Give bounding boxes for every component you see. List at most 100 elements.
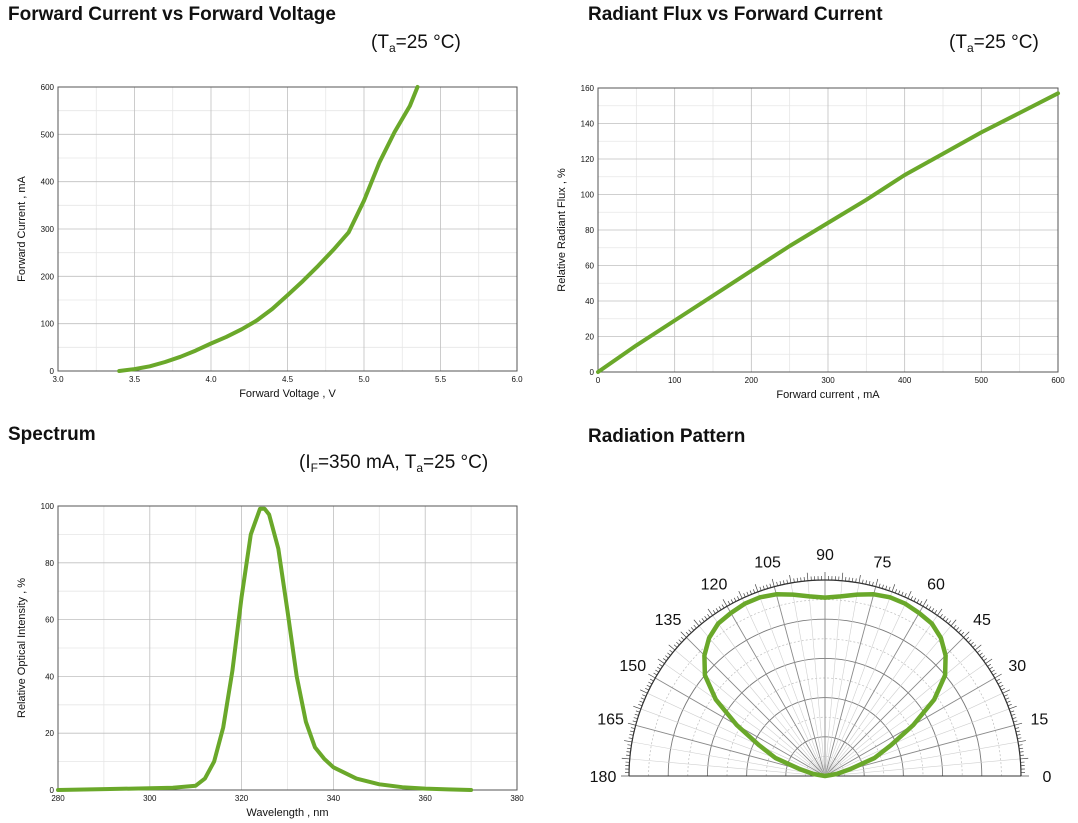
chart2-x-tick-label: 0 <box>596 376 601 385</box>
chart4-angle-label: 60 <box>927 577 945 594</box>
chart3-frame <box>57 505 518 791</box>
chart4-spoke <box>631 741 826 777</box>
chart4-outer-tick <box>1011 713 1016 716</box>
chart4-outer-tick <box>1010 710 1015 713</box>
chart4-outer-tick <box>737 596 740 600</box>
chart4-outer-tick <box>646 684 651 688</box>
chart1-condition: (Ta=25 °C) <box>371 32 461 55</box>
chart4-outer-tick <box>715 608 719 612</box>
chart4-outer-tick <box>894 589 898 594</box>
chart4-outer-tick <box>1006 700 1011 703</box>
chart4-outer-tick <box>931 608 935 612</box>
chart4-outer-tick <box>937 608 943 616</box>
chart4-outer-tick <box>919 600 923 605</box>
chart4-spoke <box>629 758 826 777</box>
chart4-spoke <box>824 637 964 777</box>
chart4-outer-tick <box>1019 747 1024 750</box>
chart2-title: Radiant Flux vs Forward Current <box>588 4 883 25</box>
chart4-outer-tick <box>1007 703 1012 707</box>
chart2-frame <box>597 87 1059 373</box>
chart4-outer-tick <box>642 694 647 697</box>
chart4-outer-tick <box>960 631 965 636</box>
chart1-x-axis-label: Forward Voltage , V <box>239 388 336 400</box>
chart4-spoke <box>674 649 826 777</box>
chart4-outer-tick <box>950 619 957 627</box>
chart1-x-tick-label: 5.0 <box>358 375 370 384</box>
chart4-outer-tick <box>1015 730 1020 733</box>
chart2-y-tick-label: 0 <box>590 368 595 377</box>
chart4-outer-tick <box>953 624 957 629</box>
chart4-outer-tick <box>635 710 640 713</box>
chart4-outer-tick <box>633 717 638 720</box>
chart4-outer-tick <box>898 590 901 595</box>
chart2-y-tick-label: 80 <box>585 226 594 235</box>
chart4-spoke <box>698 625 826 777</box>
chart2-x-tick-label: 600 <box>1051 376 1065 385</box>
chart1-y-tick-label: 500 <box>41 130 55 139</box>
chart4-outer-tick <box>851 577 854 582</box>
chart4-spoke <box>712 615 826 777</box>
chart4-spoke <box>824 598 909 777</box>
chart3-y-tick-label: 40 <box>45 672 54 681</box>
chart3-y-tick-label: 80 <box>45 559 54 568</box>
chart4-spoke <box>824 580 843 777</box>
chart4-outer-tick <box>759 586 762 591</box>
chart4-angle-label: 135 <box>655 612 682 629</box>
chart4-outer-tick <box>862 579 864 584</box>
chart4-outer-tick <box>653 672 658 676</box>
chart4-outer-tick <box>948 620 952 624</box>
chart4-outer-tick <box>841 572 844 581</box>
chart4-outer-tick <box>630 730 635 733</box>
chart4-spoke <box>741 598 826 777</box>
chart2-x-tick-label: 200 <box>745 376 759 385</box>
chart4-outer-tick <box>992 672 997 676</box>
chart4-spoke <box>824 663 986 777</box>
chart4-outer-tick <box>733 597 737 602</box>
chart4-angle-label: 105 <box>754 555 781 572</box>
chart1-series-line <box>117 85 420 373</box>
chart4-outer-tick <box>693 619 700 627</box>
chart2-y-axis-label: Relative Radiant Flux , % <box>556 168 568 292</box>
chart4-outer-tick <box>627 722 636 726</box>
chart4-outer-tick <box>648 673 656 679</box>
chart4-outer-tick <box>749 590 752 595</box>
chart2-x-tick-label: 300 <box>821 376 835 385</box>
chart4-outer-tick <box>655 669 659 673</box>
chart4-outer-tick <box>1017 740 1026 743</box>
chart2-x-tick-label: 100 <box>668 376 682 385</box>
chart4-outer-tick <box>977 649 981 653</box>
chart4-outer-tick <box>970 641 974 646</box>
chart4-outer-tick <box>987 663 992 667</box>
chart4-outer-tick <box>649 678 654 682</box>
chart4-outer-tick <box>922 599 928 607</box>
chart4-outer-tick <box>972 644 977 648</box>
chart1-y-tick-label: 100 <box>41 320 55 329</box>
chart1-frame <box>57 86 518 372</box>
chart4-outer-tick <box>994 673 1002 679</box>
chart4-outer-tick <box>868 581 871 586</box>
chart4-outer-tick <box>693 624 697 629</box>
chart4-outer-tick <box>657 666 661 670</box>
chart4-spoke <box>686 637 826 777</box>
chart4-outer-tick <box>762 585 765 590</box>
chart2-y-tick-label: 120 <box>581 155 595 164</box>
chart1-plot <box>57 85 518 373</box>
chart4-outer-tick <box>786 579 788 584</box>
chart4-outer-tick <box>701 618 705 622</box>
chart1-x-tick-label: 3.5 <box>129 375 141 384</box>
chart4-outer-tick <box>934 609 938 614</box>
chart4-outer-tick <box>669 649 673 653</box>
chart4-ring <box>805 756 845 777</box>
chart3-x-axis-label: Wavelength , nm <box>246 807 328 819</box>
chart4-outer-tick <box>657 658 665 664</box>
chart4-angle-label: 150 <box>619 658 646 675</box>
chart4-outer-tick <box>634 713 639 716</box>
chart4-outer-tick <box>907 590 912 599</box>
chart4-outer-tick <box>910 596 913 600</box>
chart1-x-tick-label: 3.0 <box>52 375 64 384</box>
chart4-spoke <box>824 591 893 777</box>
chart4-outer-tick <box>904 593 907 598</box>
chart4-outer-tick <box>776 581 778 586</box>
chart3-x-tick-label: 380 <box>510 794 524 803</box>
